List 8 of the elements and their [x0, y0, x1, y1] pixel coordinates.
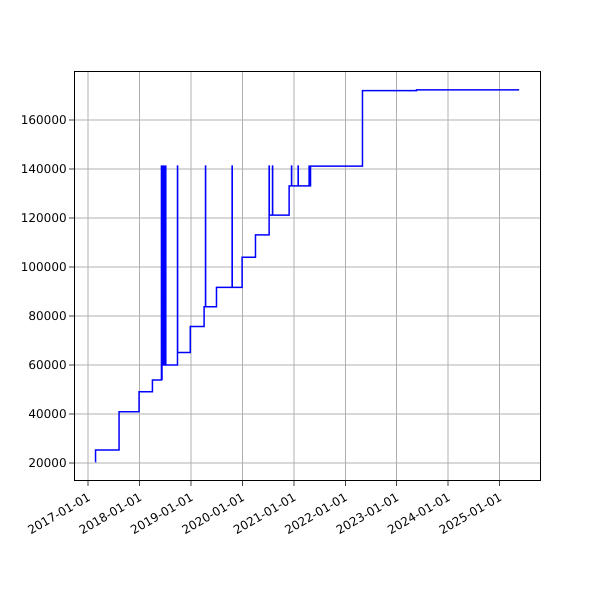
y-tick-label: 60000	[28, 358, 67, 372]
y-tick-label: 80000	[28, 309, 67, 324]
y-tick-label: 140000	[20, 162, 67, 176]
y-tick-label: 20000	[28, 456, 67, 470]
y-tick-label: 160000	[20, 113, 67, 128]
y-tick-label: 120000	[20, 211, 67, 226]
y-tick-label: 40000	[28, 407, 67, 422]
y-tick-label: 100000	[20, 260, 67, 274]
